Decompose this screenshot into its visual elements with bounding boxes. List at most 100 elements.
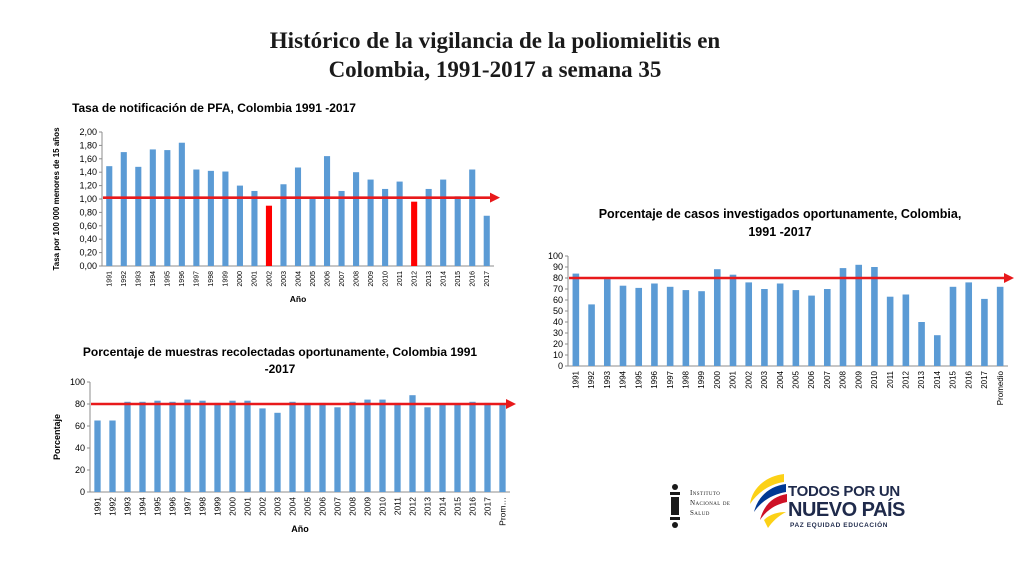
x-tick-label: 2013 — [422, 497, 432, 516]
bar-2002 — [265, 205, 273, 266]
bar-2005 — [309, 196, 316, 266]
bar-1997 — [666, 286, 674, 366]
y-tick-label: 60 — [553, 295, 563, 305]
y-tick-label: 0,80 — [79, 207, 97, 217]
slide-title-line1: Histórico de la vigilancia de la poliomi… — [269, 28, 721, 53]
x-tick-label: 2004 — [776, 370, 785, 388]
x-axis-label: Año — [291, 524, 309, 534]
x-tick-label: 2003 — [760, 370, 769, 388]
bar-1992 — [588, 304, 595, 366]
bar-2006 — [319, 402, 326, 492]
x-tick-label: 1999 — [212, 497, 222, 516]
reference-arrowhead-icon — [1004, 273, 1014, 283]
bar-1999 — [222, 171, 229, 266]
x-tick-label: 2010 — [377, 497, 387, 516]
y-tick-label: 0 — [80, 487, 85, 497]
x-tick-label: 2014 — [437, 497, 447, 516]
x-tick-label: 2006 — [807, 370, 816, 388]
bar-1994 — [139, 401, 146, 492]
x-axis-label: Año — [290, 294, 307, 304]
bar-1999 — [214, 402, 221, 492]
bar-1995 — [164, 150, 171, 266]
bar-2013 — [918, 322, 925, 366]
x-tick-label: 1996 — [179, 271, 186, 287]
x-tick-label: 2004 — [287, 497, 297, 516]
bar-1994 — [149, 149, 156, 266]
y-tick-label: 20 — [75, 465, 85, 475]
x-tick-label: 1997 — [194, 271, 201, 287]
x-tick-label: 1999 — [223, 271, 230, 287]
x-tick-label: 2015 — [455, 271, 462, 287]
x-tick-label: 1992 — [107, 497, 117, 516]
chart-title: -2017 — [265, 362, 296, 376]
x-tick-label: 1994 — [619, 370, 628, 388]
bar-2012 — [902, 294, 910, 366]
x-tick-label: 2016 — [964, 370, 973, 388]
x-tick-label: 2005 — [791, 370, 800, 388]
x-tick-label: 1998 — [197, 497, 207, 516]
x-tick-label: 2016 — [467, 497, 477, 516]
y-tick-label: 20 — [553, 339, 563, 349]
y-tick-label: 0,00 — [79, 261, 97, 271]
x-tick-label: 1996 — [167, 497, 177, 516]
bar-2005 — [792, 290, 800, 366]
x-tick-label: 2016 — [470, 271, 477, 287]
bar-2011 — [886, 296, 894, 366]
x-tick-label: 2015 — [949, 370, 958, 388]
bar-2004 — [294, 167, 302, 266]
x-tick-label: 1996 — [650, 370, 659, 388]
y-tick-label: 40 — [75, 443, 85, 453]
bar-2017 — [981, 298, 988, 366]
x-tick-label: 2017 — [980, 370, 989, 388]
bar-prom — [499, 404, 506, 492]
x-tick-label: 2000 — [713, 370, 722, 388]
x-tick-label: 2008 — [839, 370, 848, 388]
bar-1991 — [106, 166, 113, 266]
bar-2001 — [251, 190, 258, 266]
y-tick-label: 1,80 — [79, 140, 97, 150]
x-tick-label: 2015 — [452, 497, 462, 516]
bar-1991 — [94, 420, 101, 492]
x-tick-label: 2010 — [382, 271, 389, 287]
bar-2003 — [280, 184, 287, 266]
bar-1991 — [572, 273, 580, 366]
y-tick-label: 80 — [553, 273, 563, 283]
bar-2006 — [808, 295, 815, 366]
tpnp-slogan: PAZ EQUIDAD EDUCACIÓN — [790, 522, 889, 529]
x-tick-label: Prom… — [497, 497, 507, 526]
bar-2007 — [823, 289, 831, 366]
x-tick-label: 1994 — [150, 271, 157, 287]
reference-arrowhead-icon — [490, 192, 500, 203]
bar-1997 — [184, 399, 191, 492]
x-tick-label: 2013 — [917, 370, 926, 388]
x-tick-label: 1997 — [182, 497, 192, 516]
x-tick-label: 2009 — [854, 370, 863, 388]
x-tick-label: 2009 — [362, 497, 372, 516]
y-tick-label: 80 — [75, 399, 85, 409]
y-tick-label: 40 — [553, 317, 563, 327]
x-tick-label: 2014 — [933, 370, 942, 388]
bar-2014 — [440, 179, 447, 266]
reference-arrowhead-icon — [506, 399, 516, 409]
x-tick-label: 2001 — [729, 370, 738, 388]
bar-2015 — [454, 404, 461, 492]
bar-1999 — [698, 291, 705, 366]
x-tick-label: 1998 — [681, 370, 690, 388]
bar-2000 — [713, 269, 721, 366]
bar-2011 — [394, 402, 401, 492]
x-tick-label: 2008 — [353, 271, 360, 287]
x-tick-label: 1991 — [107, 271, 114, 287]
x-tick-label: 2014 — [440, 271, 447, 287]
y-tick-label: 60 — [75, 421, 85, 431]
bar-2007 — [334, 407, 341, 492]
bar-2017 — [483, 215, 490, 266]
x-tick-label: 2010 — [870, 370, 879, 388]
bar-1993 — [124, 401, 131, 492]
x-tick-label: 1997 — [666, 370, 675, 388]
x-tick-label: 2012 — [411, 271, 418, 287]
x-tick-label: 2006 — [324, 271, 331, 287]
y-tick-label: 50 — [553, 306, 563, 316]
bar-2005 — [304, 402, 311, 492]
y-tick-label: 1,40 — [79, 167, 97, 177]
bar-2008 — [349, 401, 356, 492]
